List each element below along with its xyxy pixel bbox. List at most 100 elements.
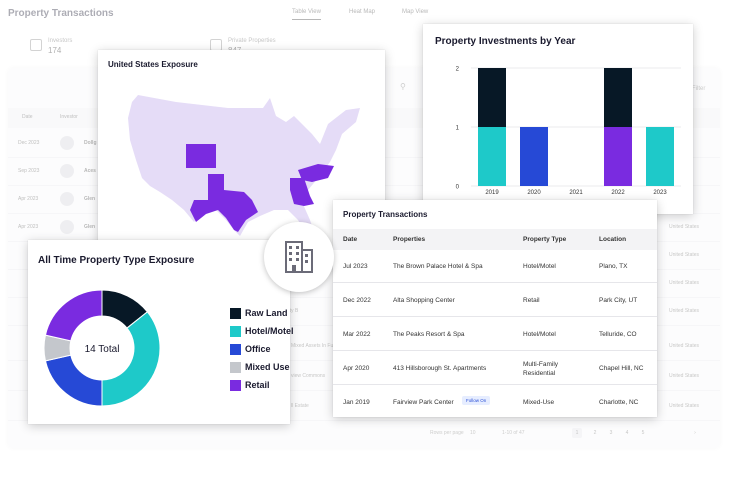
table-row[interactable]: ll Estate United States	[8, 393, 720, 421]
row-type: Hotel/Motel	[523, 331, 556, 338]
column-location[interactable]: Location	[599, 236, 627, 243]
x-tick-label: 2021	[569, 190, 583, 196]
y-tick-label: 0	[456, 185, 460, 191]
tab-map-view[interactable]: Map View	[402, 9, 429, 15]
legend-label: Office	[245, 344, 271, 354]
row-date: Dec 2022	[343, 297, 371, 304]
donut-center-label: 14 Total	[85, 344, 120, 355]
us-map	[128, 95, 360, 236]
rows-per-page-select[interactable]: 10	[470, 430, 476, 436]
stat-value: 174	[48, 46, 62, 55]
table-row[interactable]: Mar 2022 The Peaks Resort & Spa Hotel/Mo…	[333, 318, 657, 351]
row-location: Chapel Hill, NC	[599, 365, 644, 372]
legend-label: Mixed Use	[245, 362, 290, 372]
row-property: 413 Hillsborough St. Apartments	[393, 365, 487, 372]
donut-slice-office	[44, 354, 103, 407]
pager-page-1[interactable]: 1	[572, 428, 582, 438]
bar-segment-2023	[646, 127, 674, 186]
row-property: Mixed Assets In Fu	[291, 343, 334, 349]
row-investor: Aces	[84, 168, 96, 174]
column-investor[interactable]: Investor	[60, 114, 78, 120]
row-location: United States	[669, 373, 700, 379]
bar-segment-2019	[478, 127, 506, 186]
row-date: Jul 2023	[343, 263, 368, 270]
pager-page-5[interactable]: 5	[641, 430, 645, 436]
row-location: Park City, UT	[599, 297, 638, 304]
donut-chart: 14 Total	[43, 289, 161, 407]
bar-segment-2020	[520, 127, 548, 186]
bar-segment-2019	[478, 68, 506, 127]
state-north-carolina	[298, 164, 334, 182]
investments-by-year-card: Property Investments by Year 0 1 2 2019 2020…	[423, 24, 693, 214]
stat-label: Private Properties	[228, 38, 276, 44]
legend-label: Raw Land	[245, 308, 288, 318]
building-icon-glyph	[285, 241, 313, 273]
row-date: Apr 2020	[343, 365, 370, 372]
row-location: United States	[669, 308, 700, 314]
column-property-type[interactable]: Property Type	[523, 236, 567, 243]
y-tick-label: 2	[456, 67, 460, 73]
row-property: Fairview Park Center	[393, 399, 454, 406]
row-property: Alta Shopping Center	[393, 297, 455, 304]
table-row[interactable]: Apr 2020 413 Hillsborough St. Apartments…	[333, 352, 657, 385]
table-row[interactable]: Jan 2019 Fairview Park Center Follow On …	[333, 386, 657, 417]
row-type: Retail	[523, 297, 540, 304]
row-location: Charlotte, NC	[599, 399, 639, 406]
investor-avatar	[60, 136, 74, 150]
row-date: Mar 2022	[343, 331, 371, 338]
row-investor: Glen	[84, 196, 96, 202]
card-title: Property Transactions	[343, 210, 428, 219]
filter-button[interactable]: Filter	[692, 86, 706, 92]
column-date[interactable]: Date	[343, 236, 358, 243]
row-property: view Commons	[291, 373, 326, 379]
legend-swatch	[230, 326, 241, 337]
bar-segment-2022	[604, 127, 632, 186]
building-icon	[264, 222, 334, 292]
row-date: Jan 2019	[343, 399, 370, 406]
row-location: United States	[669, 224, 700, 230]
donut-slice-hotel-motel	[101, 311, 161, 407]
legend-swatch	[230, 362, 241, 373]
legend-label: Hotel/Motel	[245, 326, 294, 336]
rows-per-page-label: Rows per page	[430, 430, 464, 436]
bar-chart: 0 1 2 2019 2020 2021 2022 2023	[456, 67, 681, 196]
chart-title: Property Investments by Year	[435, 36, 576, 47]
x-tick-label: 2023	[653, 190, 667, 196]
state-wyoming	[186, 144, 216, 168]
row-type: Mixed-Use	[523, 399, 555, 406]
card-title: United States Exposure	[108, 60, 198, 69]
bar-segment-2022	[604, 68, 632, 127]
column-properties[interactable]: Properties	[393, 236, 426, 243]
row-date: Sep 2023	[18, 168, 40, 174]
tab-table-view[interactable]: Table View	[292, 9, 321, 20]
property-type-exposure-card: All Time Property Type Exposure 14 Total…	[28, 240, 294, 424]
row-type: Hotel/Motel	[523, 263, 556, 270]
investor-avatar	[60, 220, 74, 234]
row-investor: Dollg	[84, 140, 97, 146]
pager-page-2[interactable]: 2	[593, 430, 597, 436]
state-georgia	[290, 178, 314, 206]
table-row[interactable]: Jul 2023 The Brown Palace Hotel & Spa Ho…	[333, 250, 657, 283]
row-property: The Brown Palace Hotel & Spa	[393, 263, 483, 270]
stat-investors: Investors 174	[30, 38, 72, 55]
pager-page-4[interactable]: 4	[625, 430, 629, 436]
x-tick-label: 2020	[527, 190, 541, 196]
search-icon[interactable]: ⚲	[400, 82, 406, 91]
x-tick-label: 2022	[611, 190, 625, 196]
table-row[interactable]: Dec 2022 Alta Shopping Center Retail Par…	[333, 284, 657, 317]
pager-page-3[interactable]: 3	[609, 430, 613, 436]
follow-on-badge: Follow On	[462, 396, 491, 405]
column-date[interactable]: Date	[22, 114, 33, 120]
pager-next-icon[interactable]: ›	[694, 430, 696, 436]
row-location: Plano, TX	[599, 263, 628, 270]
legend-swatch	[230, 308, 241, 319]
investor-avatar	[60, 192, 74, 206]
tab-heat-map[interactable]: Heat Map	[349, 9, 376, 15]
x-tick-label: 2019	[485, 190, 499, 196]
row-type: Multi-Family Residential	[523, 361, 559, 377]
investor-avatar	[60, 164, 74, 178]
y-tick-label: 1	[456, 126, 460, 132]
app-title: Property Transactions	[8, 8, 114, 19]
row-investor: Glen	[84, 224, 96, 230]
legend-swatch	[230, 380, 241, 391]
